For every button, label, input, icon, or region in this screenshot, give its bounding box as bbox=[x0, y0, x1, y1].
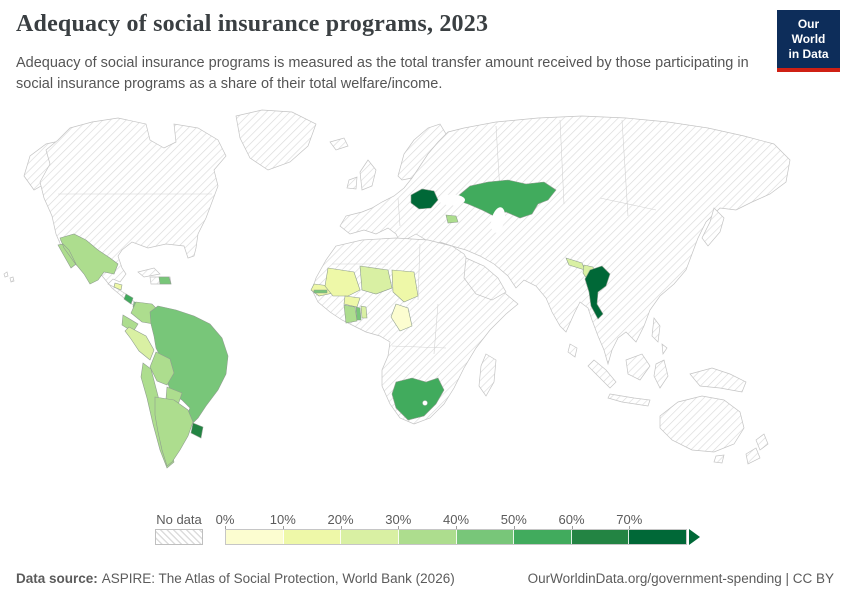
landmass-sulawesi bbox=[653, 359, 669, 389]
legend-bin-7[interactable] bbox=[629, 530, 686, 544]
legend-tick-mark bbox=[571, 526, 573, 529]
country-cameroon[interactable] bbox=[390, 303, 413, 332]
landmass-sri-lanka bbox=[567, 343, 578, 358]
landmass-ireland bbox=[346, 176, 358, 190]
world-map bbox=[3, 109, 791, 469]
legend-tick-labels: 0% 10% 20% 30% 40% 50% 60% 70% bbox=[216, 512, 687, 529]
country-kazakhstan[interactable] bbox=[457, 179, 557, 219]
landmass-britain bbox=[359, 159, 377, 191]
legend-tick-label: 0% bbox=[215, 512, 235, 527]
legend-bin-3[interactable] bbox=[398, 530, 457, 544]
owid-logo-accent bbox=[777, 68, 840, 72]
landmass-borneo bbox=[625, 353, 651, 381]
country-ghana[interactable] bbox=[343, 304, 358, 324]
legend-tick-label: 40% bbox=[442, 512, 470, 527]
owid-logo-line2: in Data bbox=[788, 47, 829, 61]
legend-tick-label: 10% bbox=[269, 512, 296, 527]
landmass-tasmania bbox=[713, 454, 725, 464]
page-title: Adequacy of social insurance programs, 2… bbox=[16, 11, 489, 37]
landmass-japan bbox=[701, 207, 725, 247]
legend-tick-mark bbox=[456, 526, 457, 529]
country-mali[interactable] bbox=[324, 267, 361, 297]
landmass-cuba bbox=[137, 267, 161, 278]
country-mexico[interactable] bbox=[57, 233, 119, 285]
owid-logo-box: Our World in Data bbox=[777, 10, 840, 68]
landmass-new-guinea bbox=[689, 367, 747, 393]
landmass-iceland bbox=[329, 137, 349, 151]
country-uruguay[interactable] bbox=[190, 422, 204, 439]
legend-tick-label: 30% bbox=[385, 512, 412, 527]
legend-tick-mark bbox=[513, 526, 515, 529]
data-source: Data source: ASPIRE: The Atlas of Social … bbox=[16, 571, 455, 586]
landmass-pacific-islands bbox=[3, 271, 15, 283]
chart-subtitle: Adequacy of social insurance programs is… bbox=[16, 55, 749, 93]
landmass-arabia bbox=[463, 257, 507, 301]
internal-borders bbox=[58, 119, 657, 355]
country-south-africa[interactable] bbox=[391, 377, 445, 421]
legend-tick-mark bbox=[282, 526, 284, 529]
country-thailand[interactable] bbox=[584, 265, 611, 320]
country-togo[interactable] bbox=[355, 306, 362, 321]
landmass-greenland bbox=[235, 109, 317, 171]
lesotho-hole bbox=[422, 400, 428, 406]
data-source-label: Data source: bbox=[16, 571, 98, 586]
legend-tick-mark bbox=[340, 526, 342, 529]
data-source-text: ASPIRE: The Atlas of Social Protection, … bbox=[101, 571, 455, 586]
country-costa-rica[interactable] bbox=[123, 293, 134, 305]
legend-bin-5[interactable] bbox=[514, 530, 572, 544]
legend-tick-label: 20% bbox=[327, 512, 354, 527]
country-bolivia[interactable] bbox=[149, 351, 175, 386]
country-romania[interactable] bbox=[410, 188, 439, 210]
landmass-new-zealand bbox=[745, 433, 769, 465]
legend-tick-mark bbox=[225, 526, 226, 529]
legend-bin-2[interactable] bbox=[341, 530, 399, 544]
country-el-salvador[interactable] bbox=[113, 282, 123, 291]
legend-bin-4[interactable] bbox=[456, 530, 515, 544]
landmass-java bbox=[607, 393, 651, 407]
country-chad[interactable] bbox=[391, 269, 419, 303]
legend-tick-mark bbox=[398, 526, 400, 529]
country-niger[interactable] bbox=[359, 265, 393, 295]
landmass-philippines bbox=[651, 317, 668, 356]
legend-color-ramp bbox=[225, 529, 687, 545]
legend-tick-label: 60% bbox=[558, 512, 585, 527]
legend-arrow bbox=[689, 529, 700, 545]
landmass-sumatra bbox=[587, 359, 617, 389]
country-benin[interactable] bbox=[360, 305, 368, 319]
country-gambia[interactable] bbox=[313, 289, 328, 294]
landmass-north-america bbox=[39, 117, 227, 313]
caspian-sea bbox=[490, 207, 506, 233]
country-dominican-republic[interactable] bbox=[158, 276, 172, 285]
landmass-australia bbox=[659, 395, 745, 453]
legend-no-data[interactable]: No data bbox=[155, 512, 203, 545]
owid-logo-line1: Our World bbox=[791, 17, 826, 46]
legend-bin-0[interactable] bbox=[226, 530, 284, 544]
legend-bin-1[interactable] bbox=[283, 530, 342, 544]
legend-tick-mark bbox=[629, 526, 631, 529]
owid-link[interactable]: OurWorldinData.org/government-spending |… bbox=[527, 571, 834, 586]
legend-tick-label: 70% bbox=[616, 512, 643, 527]
chart-footer: Data source: ASPIRE: The Atlas of Social … bbox=[0, 571, 850, 586]
landmass-madagascar bbox=[478, 353, 497, 397]
map-legend: No data 0% 10% 20% 30% 40% 50% 60% 70% bbox=[0, 512, 850, 552]
owid-logo[interactable]: Our World in Data bbox=[777, 10, 840, 72]
legend-bin-6[interactable] bbox=[571, 530, 630, 544]
country-argentina[interactable] bbox=[154, 396, 194, 467]
country-peru[interactable] bbox=[124, 326, 155, 361]
black-sea bbox=[439, 194, 465, 206]
country-armenia[interactable] bbox=[445, 214, 459, 224]
legend-no-data-label: No data bbox=[156, 512, 202, 527]
legend-no-data-swatch bbox=[155, 529, 203, 545]
legend-tick-label: 50% bbox=[500, 512, 527, 527]
legend-ramp: 0% 10% 20% 30% 40% 50% 60% 70% bbox=[216, 512, 700, 545]
